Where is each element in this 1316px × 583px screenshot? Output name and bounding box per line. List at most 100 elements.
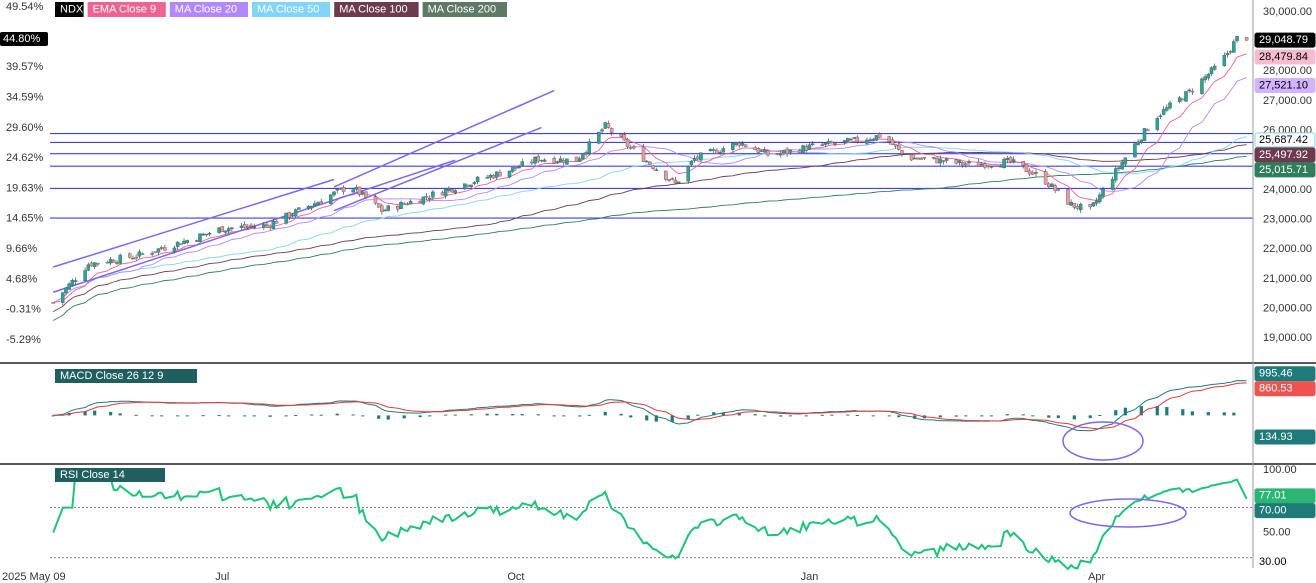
- candle[interactable]: [364, 191, 368, 199]
- candle[interactable]: [380, 203, 384, 215]
- candle[interactable]: [670, 177, 674, 181]
- candle[interactable]: [198, 233, 202, 242]
- candle[interactable]: [877, 132, 882, 139]
- candle[interactable]: [913, 154, 917, 160]
- candle[interactable]: [427, 195, 432, 203]
- candle[interactable]: [1114, 165, 1118, 183]
- candle[interactable]: [1047, 182, 1051, 189]
- candle[interactable]: [402, 201, 406, 206]
- candle[interactable]: [810, 141, 815, 147]
- candle[interactable]: [954, 158, 958, 165]
- candle[interactable]: [887, 135, 891, 145]
- rsi-pane[interactable]: [50, 470, 1253, 571]
- candle[interactable]: [313, 200, 317, 207]
- candle[interactable]: [418, 199, 422, 203]
- candle[interactable]: [1069, 199, 1073, 206]
- candle[interactable]: [932, 157, 936, 160]
- candle[interactable]: [561, 157, 566, 166]
- candle[interactable]: [708, 148, 713, 152]
- candle[interactable]: [1158, 113, 1163, 120]
- candle[interactable]: [1110, 176, 1115, 191]
- candle[interactable]: [919, 156, 923, 160]
- candle[interactable]: [1002, 157, 1006, 169]
- candle[interactable]: [86, 262, 91, 272]
- candle[interactable]: [204, 233, 209, 237]
- candle[interactable]: [1181, 98, 1185, 101]
- time-axis[interactable]: 2025 May 09 Jul Oct Jan Apr: [2, 571, 1106, 583]
- candle[interactable]: [1053, 183, 1057, 194]
- candle[interactable]: [641, 143, 646, 163]
- trend-line[interactable]: [52, 178, 335, 268]
- candle[interactable]: [654, 167, 659, 171]
- candle[interactable]: [667, 179, 671, 183]
- candle[interactable]: [1056, 189, 1061, 192]
- candle[interactable]: [61, 292, 65, 306]
- candle[interactable]: [514, 167, 518, 171]
- candle[interactable]: [763, 146, 767, 153]
- candle[interactable]: [565, 158, 569, 165]
- candle[interactable]: [1098, 192, 1102, 204]
- candle[interactable]: [150, 251, 154, 257]
- candle[interactable]: [115, 260, 119, 265]
- candle[interactable]: [319, 198, 323, 204]
- candle[interactable]: [329, 193, 333, 205]
- candle[interactable]: [271, 219, 276, 230]
- candle[interactable]: [804, 144, 809, 153]
- candle[interactable]: [316, 201, 320, 205]
- legend-item[interactable]: MA Close 200: [422, 2, 507, 17]
- candle[interactable]: [890, 136, 895, 146]
- candle[interactable]: [239, 222, 244, 230]
- candle[interactable]: [855, 135, 860, 144]
- candle[interactable]: [498, 169, 502, 177]
- candle[interactable]: [335, 187, 339, 194]
- legend-item[interactable]: EMA Close 9: [87, 2, 166, 17]
- candle[interactable]: [753, 145, 757, 151]
- candle[interactable]: [1142, 128, 1147, 142]
- candle[interactable]: [1005, 155, 1010, 163]
- candle[interactable]: [552, 156, 556, 165]
- candle[interactable]: [1066, 189, 1070, 205]
- candle[interactable]: [140, 252, 145, 255]
- candle[interactable]: [648, 161, 652, 166]
- candle[interactable]: [766, 148, 770, 158]
- candle[interactable]: [1206, 72, 1211, 81]
- candle[interactable]: [597, 131, 601, 145]
- candle[interactable]: [801, 144, 805, 154]
- candle[interactable]: [96, 262, 100, 267]
- candle[interactable]: [664, 170, 668, 182]
- candle[interactable]: [405, 202, 410, 206]
- candle[interactable]: [421, 196, 426, 206]
- candle[interactable]: [67, 282, 71, 291]
- candle[interactable]: [644, 159, 649, 163]
- candle[interactable]: [64, 286, 68, 296]
- candle[interactable]: [775, 153, 780, 156]
- candle[interactable]: [491, 173, 496, 179]
- candle[interactable]: [558, 155, 563, 163]
- candle[interactable]: [453, 188, 458, 195]
- candle[interactable]: [1209, 66, 1214, 77]
- macd-legend[interactable]: MACD Close 26 12 9: [55, 369, 197, 383]
- candle[interactable]: [163, 244, 167, 251]
- candle[interactable]: [967, 159, 971, 166]
- candle[interactable]: [431, 190, 435, 201]
- candle[interactable]: [1120, 159, 1124, 170]
- candle[interactable]: [651, 164, 655, 171]
- candle[interactable]: [606, 120, 611, 129]
- legend-item[interactable]: MA Close 50: [252, 2, 331, 17]
- candle[interactable]: [1187, 88, 1191, 93]
- candle[interactable]: [622, 132, 627, 141]
- candle[interactable]: [1091, 202, 1096, 207]
- candle[interactable]: [1222, 52, 1227, 67]
- candle[interactable]: [944, 157, 949, 164]
- candle[interactable]: [833, 141, 837, 147]
- candle[interactable]: [941, 160, 946, 165]
- candle[interactable]: [1034, 169, 1038, 177]
- candle[interactable]: [1244, 36, 1249, 42]
- candle[interactable]: [807, 142, 812, 151]
- candle[interactable]: [73, 277, 78, 286]
- candle[interactable]: [396, 205, 400, 213]
- legend-item[interactable]: NDX: [55, 2, 84, 17]
- candle[interactable]: [287, 211, 292, 220]
- candle[interactable]: [252, 223, 256, 230]
- candle[interactable]: [689, 160, 694, 167]
